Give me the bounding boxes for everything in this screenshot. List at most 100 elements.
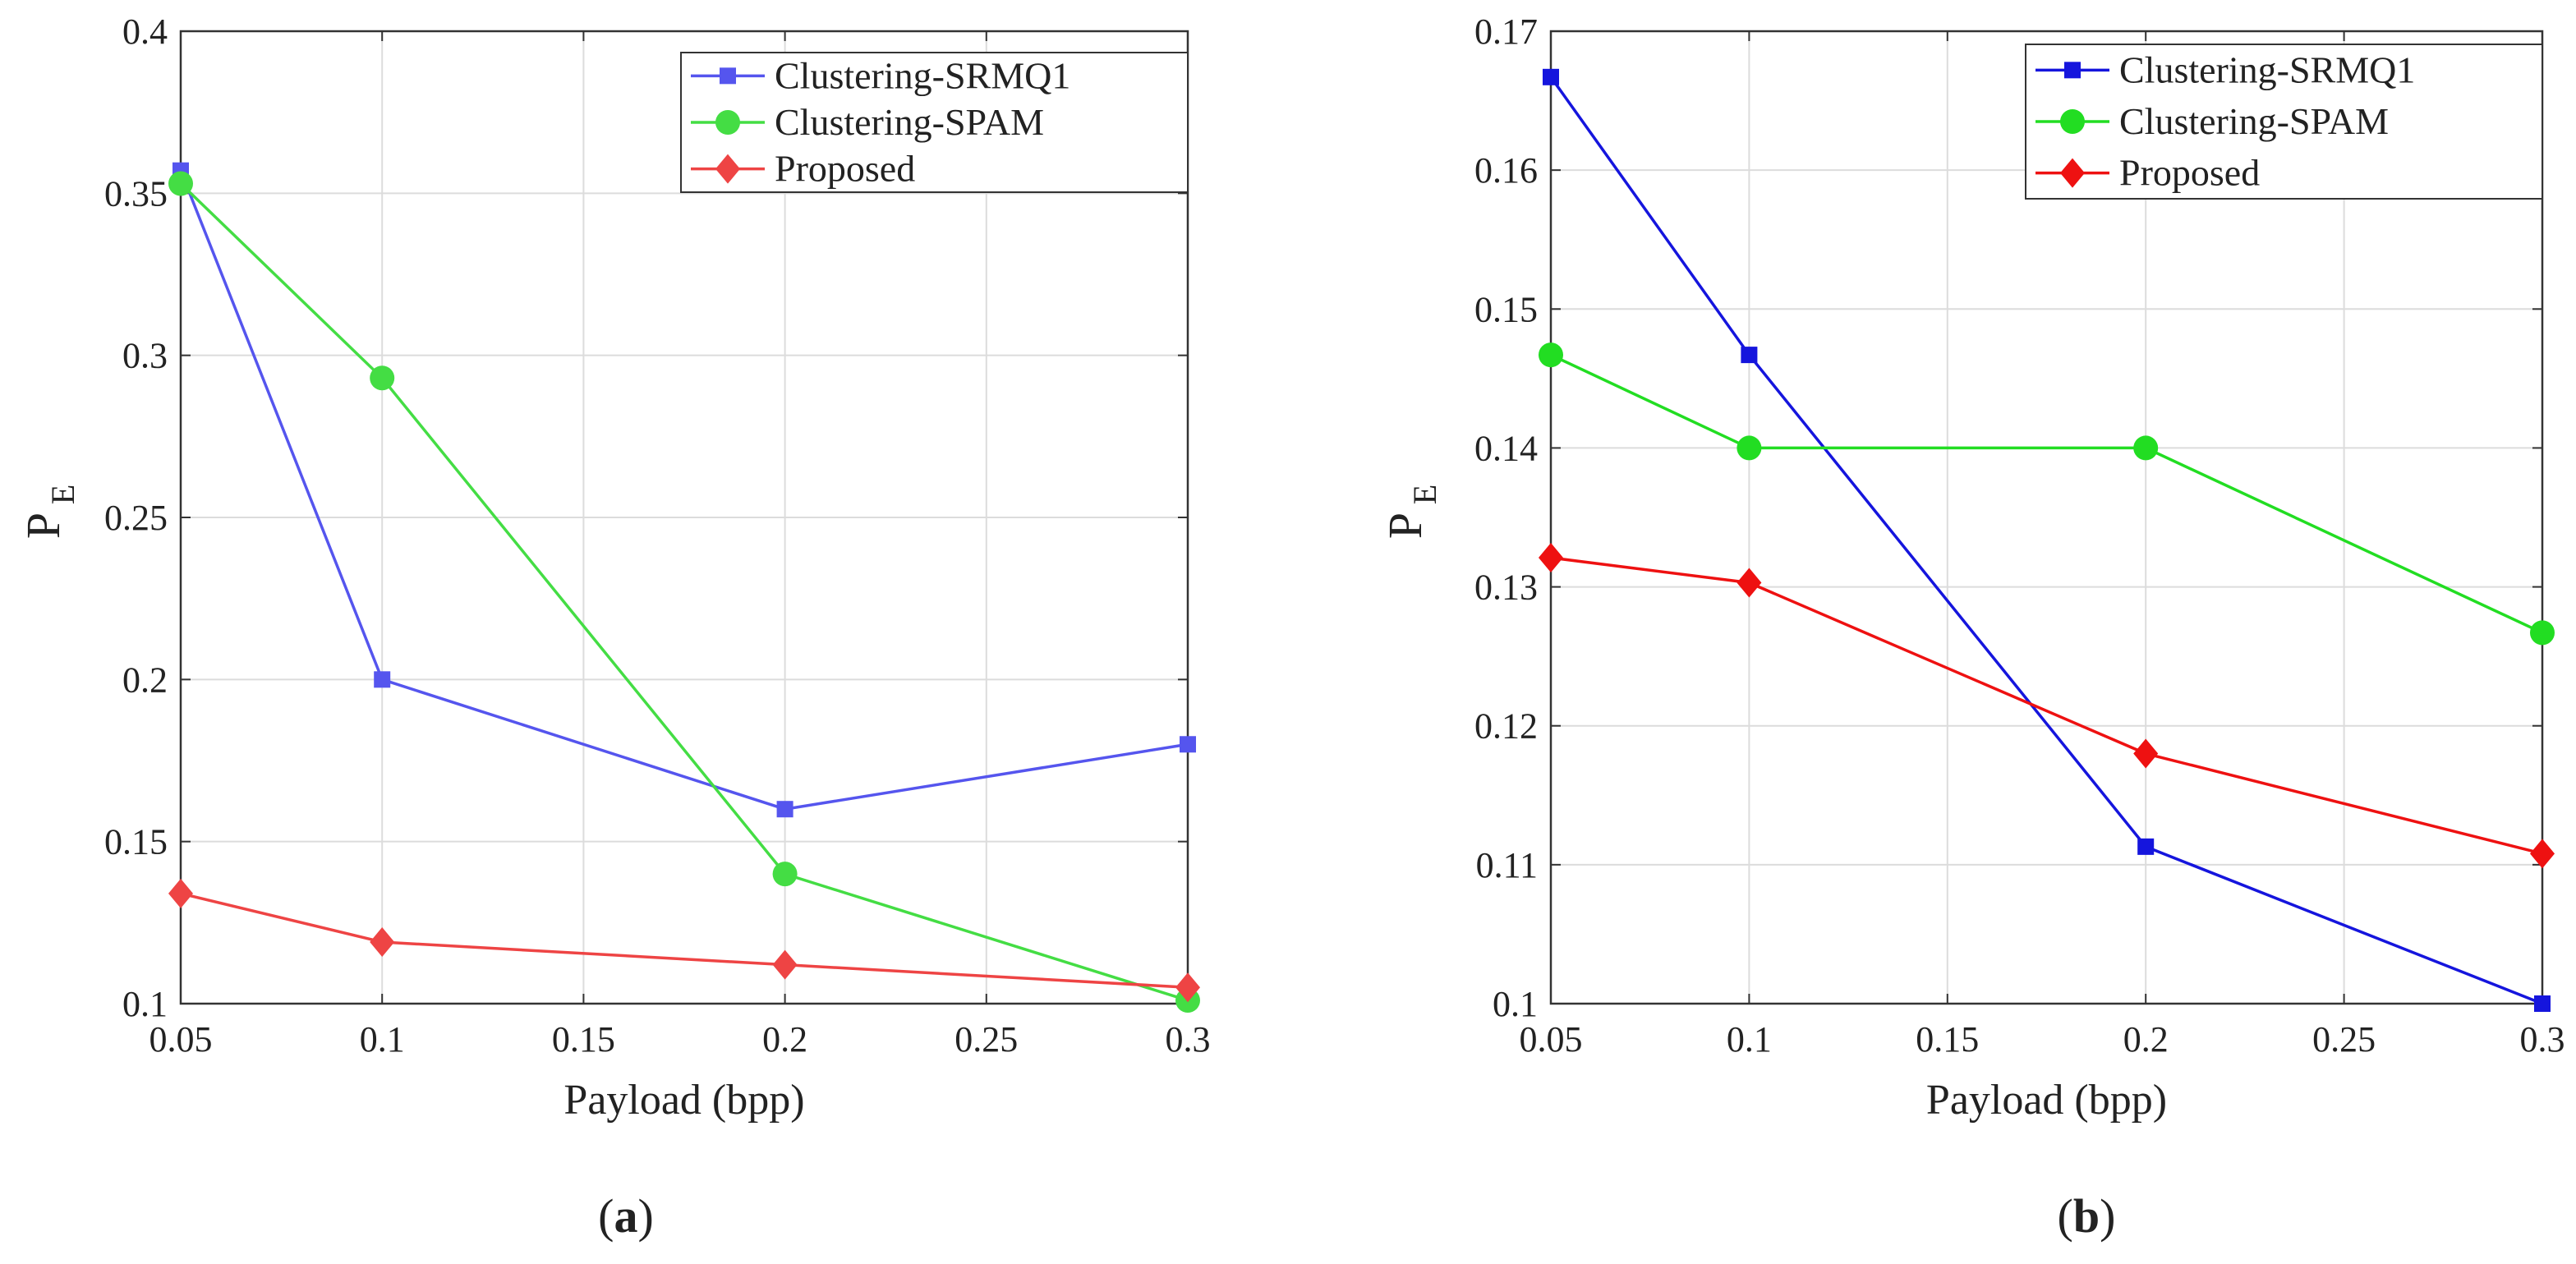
series-marker-diamond [1736,568,1762,598]
legend-item: Clustering-SRMQ1 [2036,48,2415,90]
y-tick-label: 0.2 [122,660,168,700]
x-tick-label: 0.15 [552,1019,615,1059]
series-clustering-srmq1 [1543,68,2551,1012]
series-line [179,170,1189,811]
x-tick-label: 0.2 [762,1019,807,1059]
series-marker-circle [715,110,740,135]
chart-a: 0.05 0.1 0.15 0.2 0.25 0.30.10.150.20.250.30.… [16,11,1211,1243]
x-tick-label: 0.05 [1520,1019,1583,1059]
y-tick-label: 0.16 [1474,150,1538,191]
series-marker-circle [168,171,193,196]
series-marker-diamond [2133,738,2159,769]
plot-frame [1549,30,2544,1005]
series-marker-square [1741,347,1758,364]
x-tick-label: 0.15 [1916,1019,1979,1059]
y-tick-label: 0.13 [1474,568,1538,608]
series-marker-square [776,801,794,818]
caption-letter: a [614,1189,638,1243]
series-marker-diamond [715,154,740,184]
x-tick-label: 0.1 [1727,1019,1772,1059]
y-tick-label: 0.12 [1474,706,1538,747]
y-tick-label: 0.1 [1493,984,1538,1024]
series-proposed [168,878,1200,1003]
subfigure-caption: (b) [2058,1189,2116,1243]
series-marker-circle [1539,342,1563,368]
series-line [1550,353,2543,634]
series-marker-diamond [370,927,395,958]
y-tick-label: 0.15 [1474,289,1538,329]
x-tick-label: 0.1 [360,1019,405,1059]
y-axis-label: P [16,512,70,539]
y-tick-label: 0.11 [1476,845,1538,885]
caption-close-paren: ) [638,1189,654,1243]
legend-label: Clustering-SPAM [2119,100,2389,142]
x-tick-label: 0.05 [150,1019,213,1059]
legend-label: Proposed [2119,152,2260,194]
legend-item: Proposed [691,148,915,190]
y-tick-label: 0.1 [122,984,168,1024]
y-axis-label-subscript: E [44,485,81,504]
legend-item: Clustering-SPAM [691,101,1044,143]
y-tick-label: 0.14 [1474,428,1538,468]
series-marker-circle [2060,109,2085,134]
x-tick-label: 0.3 [1166,1019,1211,1059]
y-tick-label: 0.17 [1474,11,1538,52]
x-tick-label: 0.25 [2312,1019,2376,1059]
series-marker-square [2534,995,2551,1012]
series-marker-circle [1736,435,1762,461]
series-marker-circle [370,365,395,391]
series-marker-square [1543,68,1559,85]
legend: Clustering-SRMQ1 Clustering-SPAM Proposed [2025,44,2543,200]
y-tick-label: 0.35 [104,173,168,214]
series-marker-diamond [2060,158,2085,188]
y-axis-label-group: PE [1378,485,1443,539]
legend-item: Proposed [2036,152,2260,194]
caption-close-paren: ) [2100,1189,2115,1243]
y-tick-label: 0.3 [122,336,168,376]
series-line [179,182,1189,1002]
legend-box [680,52,1189,193]
series-proposed [1539,543,2555,869]
series-marker-diamond [772,949,798,980]
x-tick-label: 0.2 [2123,1019,2169,1059]
y-tick-label: 0.4 [122,11,168,52]
series-line [1550,556,2543,856]
legend-box [2025,44,2543,200]
series-marker-square [2137,838,2155,855]
legend-label: Clustering-SRMQ1 [775,54,1070,96]
series-marker-square [720,67,736,85]
series-marker-square [2064,62,2081,79]
legend-label: Proposed [775,148,915,190]
caption-open-paren: ( [2058,1189,2073,1243]
legend-label: Clustering-SRMQ1 [2119,48,2415,90]
legend-item: Clustering-SRMQ1 [691,54,1070,96]
y-axis-label: P [1378,512,1432,539]
x-axis-label: Payload (bpp) [564,1077,804,1124]
y-axis-label-group: PE [16,485,81,539]
series-line [1549,76,2543,1005]
series-marker-circle [2133,435,2159,461]
series-marker-square [374,671,391,688]
y-tick-label: 0.25 [104,498,168,538]
series-clustering-spam [1539,342,2555,646]
series-marker-circle [772,862,798,887]
series-marker-diamond [1175,972,1200,1003]
subfigure-caption: (a) [598,1189,654,1243]
legend-item: Clustering-SPAM [2036,100,2389,142]
series-marker-diamond [2530,839,2555,869]
series-marker-square [1180,736,1196,753]
x-tick-label: 0.3 [2520,1019,2565,1059]
y-tick-label: 0.15 [104,822,168,862]
legend: Clustering-SRMQ1 Clustering-SPAM Proposed [680,52,1189,193]
chart-b: 0.05 0.1 0.15 0.2 0.25 0.30.10.110.120.130.14… [1378,11,2565,1243]
caption-letter: b [2073,1189,2100,1243]
x-tick-label: 0.25 [954,1019,1018,1059]
series-marker-diamond [168,878,193,908]
series-line [180,892,1189,990]
legend-label: Clustering-SPAM [775,101,1044,143]
series-marker-diamond [1539,543,1563,573]
caption-open-paren: ( [598,1189,614,1243]
x-axis-label: Payload (bpp) [1926,1077,2167,1124]
series-marker-circle [2530,620,2555,646]
